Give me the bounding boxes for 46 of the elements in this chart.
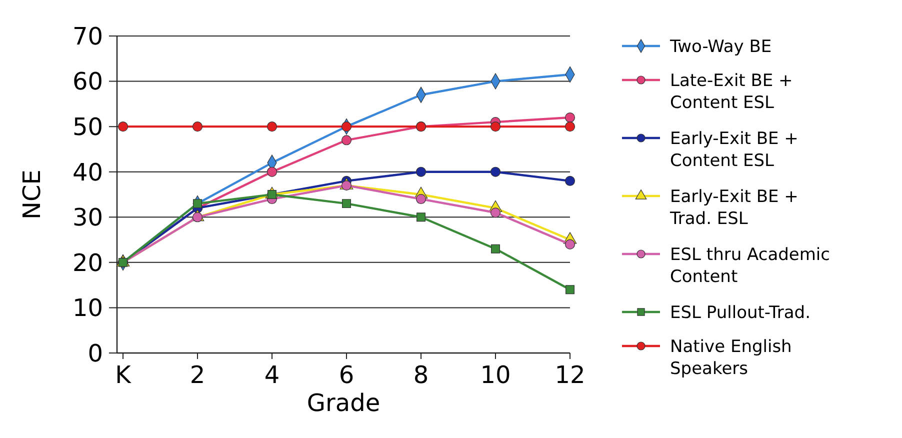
y-tick-label: 30 [72, 204, 103, 232]
point [490, 122, 501, 132]
point [341, 180, 352, 190]
point [266, 122, 278, 132]
point [491, 244, 500, 254]
point [341, 122, 352, 132]
point [490, 166, 501, 177]
y-tick-label: 0 [88, 339, 103, 368]
x-tick-label: 12 [554, 361, 586, 389]
legend-label: ESL Pullout-Trad. [670, 302, 810, 323]
legend-label: Early-Exit BE + Content ESL [670, 128, 798, 171]
x-tick-label: 6 [338, 361, 354, 389]
point [193, 199, 202, 208]
y-tick-label: 40 [72, 158, 103, 186]
point [416, 194, 426, 204]
y-tick-label: 70 [72, 22, 103, 50]
point [566, 285, 574, 294]
point [564, 112, 576, 123]
x-tick-label: 8 [413, 361, 429, 389]
x-tick-label: 4 [264, 361, 280, 389]
legend-label: Native English Speakers [670, 336, 792, 379]
legend-label: Two-Way BE [669, 36, 772, 57]
legend-label: Late-Exit BE + Content ESL [670, 70, 793, 113]
point [564, 239, 576, 250]
x-tick-label: 2 [190, 361, 206, 389]
point [341, 135, 352, 146]
point [192, 212, 203, 222]
x-tick-label: K [115, 361, 132, 389]
y-tick-label: 60 [72, 68, 103, 96]
x-tick-label: 10 [480, 361, 511, 389]
point [342, 199, 351, 208]
legend-label: ESL thru Academic Content [670, 244, 830, 287]
y-axis-title: NCE [18, 170, 46, 220]
point [266, 166, 278, 177]
y-tick-label: 20 [72, 248, 103, 277]
point [564, 176, 576, 186]
y-tick-label: 10 [72, 294, 103, 322]
point [416, 166, 426, 177]
point [490, 208, 501, 218]
point [118, 122, 128, 132]
point [192, 122, 203, 132]
x-axis-title: Grade [306, 389, 380, 417]
point [564, 122, 576, 132]
y-tick-label: 50 [72, 112, 103, 141]
legend-label: Early-Exit BE + Trad. ESL [669, 186, 798, 229]
point [416, 212, 426, 222]
